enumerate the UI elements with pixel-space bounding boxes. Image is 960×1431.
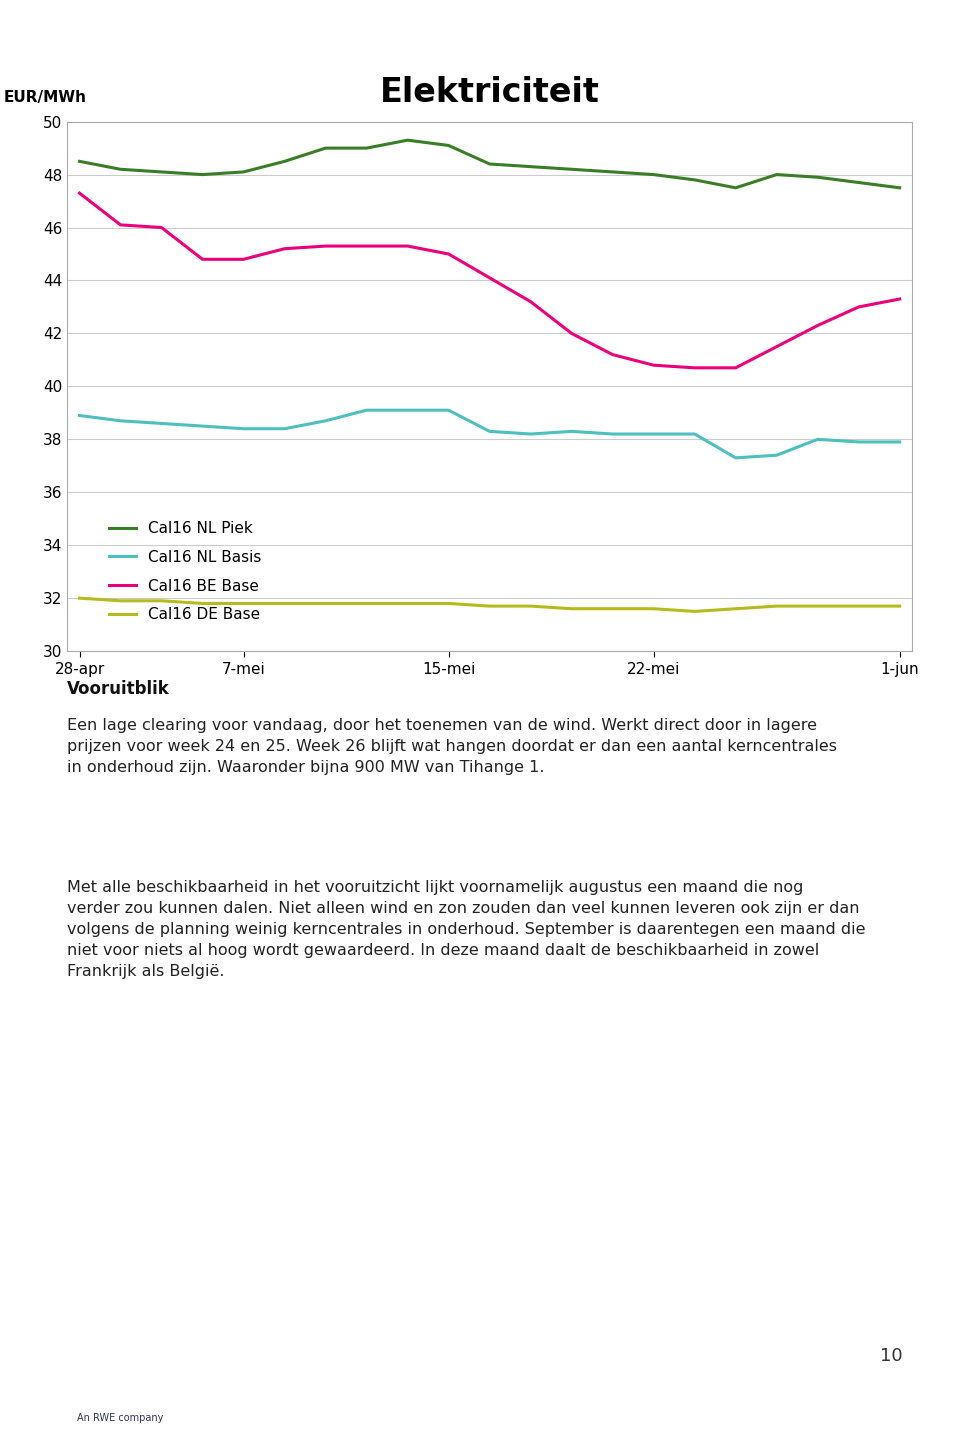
Text: 10: 10 [879, 1347, 902, 1365]
Legend: Cal16 NL Piek, Cal16 NL Basis, Cal16 BE Base, Cal16 DE Base: Cal16 NL Piek, Cal16 NL Basis, Cal16 BE … [108, 521, 262, 622]
Text: levert.: levert. [39, 1351, 80, 1364]
Text: -essent: -essent [37, 50, 118, 70]
Text: Vooruitblik: Vooruitblik [67, 680, 170, 698]
Text: EUR/MWh: EUR/MWh [4, 90, 86, 104]
Title: Elektriciteit: Elektriciteit [379, 76, 600, 109]
Text: Essent: Essent [39, 1327, 85, 1339]
Text: Een lage clearing voor vandaag, door het toenemen van de wind. Werkt direct door: Een lage clearing voor vandaag, door het… [67, 718, 837, 776]
Text: Met alle beschikbaarheid in het vooruitzicht lijkt voornamelijk augustus een maa: Met alle beschikbaarheid in het vooruitz… [67, 880, 866, 979]
Text: An RWE company: An RWE company [77, 1414, 163, 1422]
